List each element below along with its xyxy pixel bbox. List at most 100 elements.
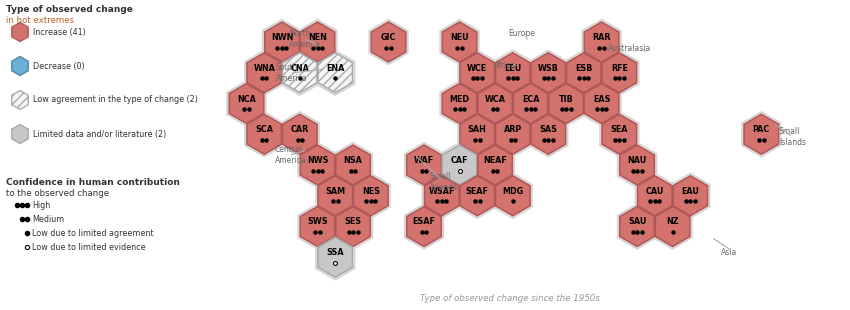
Polygon shape (442, 83, 477, 123)
Polygon shape (298, 19, 337, 65)
Polygon shape (406, 206, 441, 246)
Polygon shape (530, 113, 567, 156)
Polygon shape (460, 53, 495, 93)
Polygon shape (228, 82, 265, 125)
Polygon shape (619, 205, 655, 248)
Polygon shape (317, 51, 354, 94)
Polygon shape (335, 144, 371, 186)
Polygon shape (281, 113, 318, 156)
Text: Australasia: Australasia (608, 44, 651, 53)
Polygon shape (654, 205, 691, 248)
Text: SAS: SAS (539, 125, 558, 134)
Polygon shape (495, 113, 531, 156)
Polygon shape (262, 19, 303, 65)
Polygon shape (617, 203, 657, 250)
Polygon shape (230, 83, 264, 123)
Polygon shape (743, 113, 779, 156)
Text: EAU: EAU (682, 187, 700, 196)
Polygon shape (318, 237, 353, 277)
Text: NEU: NEU (450, 33, 469, 42)
Text: CAF: CAF (450, 156, 468, 165)
Polygon shape (477, 144, 513, 186)
Text: WSAF: WSAF (428, 187, 455, 196)
Text: NWS: NWS (307, 156, 328, 165)
Text: EAS: EAS (592, 95, 610, 104)
Polygon shape (617, 142, 657, 188)
Polygon shape (549, 83, 583, 123)
Polygon shape (531, 114, 565, 154)
Text: Low due to limited agreement: Low due to limited agreement (32, 228, 154, 237)
Polygon shape (478, 83, 513, 123)
Polygon shape (637, 175, 673, 217)
Polygon shape (581, 19, 621, 65)
Text: Asia: Asia (721, 248, 737, 257)
Text: Decrease (0): Decrease (0) (33, 61, 85, 70)
Text: NES: NES (362, 187, 380, 196)
Polygon shape (460, 114, 495, 154)
Polygon shape (298, 203, 337, 250)
Polygon shape (601, 51, 638, 94)
Text: to the observed change: to the observed change (6, 189, 109, 198)
Polygon shape (441, 82, 478, 125)
Text: NAU: NAU (627, 156, 647, 165)
Polygon shape (493, 172, 533, 219)
Polygon shape (581, 80, 621, 127)
Polygon shape (424, 176, 459, 216)
Polygon shape (318, 53, 353, 93)
Polygon shape (531, 53, 565, 93)
Polygon shape (478, 145, 513, 185)
Polygon shape (333, 142, 373, 188)
Polygon shape (653, 203, 693, 250)
Polygon shape (405, 205, 443, 248)
Polygon shape (335, 205, 371, 248)
Polygon shape (475, 80, 515, 127)
Polygon shape (246, 113, 283, 156)
Text: SAM: SAM (326, 187, 345, 196)
Polygon shape (404, 142, 445, 188)
Polygon shape (512, 82, 549, 125)
Polygon shape (495, 175, 531, 217)
Polygon shape (583, 21, 620, 63)
Polygon shape (439, 19, 479, 65)
Text: SSA: SSA (326, 248, 344, 257)
Text: Small
Islands: Small Islands (779, 127, 806, 147)
Text: RAR: RAR (592, 33, 611, 42)
Text: Type of observed change: Type of observed change (6, 5, 133, 14)
Polygon shape (460, 176, 495, 216)
Text: Low agreement in the type of change (2): Low agreement in the type of change (2) (33, 95, 198, 104)
Polygon shape (12, 91, 28, 109)
Polygon shape (280, 111, 320, 157)
Polygon shape (299, 21, 336, 63)
Text: NSA: NSA (343, 156, 362, 165)
Polygon shape (672, 175, 709, 217)
Polygon shape (300, 145, 335, 185)
Polygon shape (635, 172, 675, 219)
Text: ENA: ENA (326, 64, 344, 73)
Polygon shape (352, 175, 389, 217)
Polygon shape (333, 203, 373, 250)
Polygon shape (546, 80, 586, 127)
Text: Confidence in human contribution: Confidence in human contribution (6, 178, 180, 187)
Polygon shape (281, 51, 318, 94)
Polygon shape (336, 145, 371, 185)
Polygon shape (282, 114, 317, 154)
Polygon shape (439, 80, 479, 127)
Text: in hot extremes: in hot extremes (6, 16, 74, 25)
Polygon shape (441, 21, 478, 63)
Polygon shape (318, 176, 353, 216)
Text: SES: SES (344, 218, 361, 227)
Text: CAU: CAU (646, 187, 664, 196)
Polygon shape (510, 80, 551, 127)
Text: WNA: WNA (253, 64, 275, 73)
Text: CAR: CAR (291, 125, 309, 134)
Text: Central
America: Central America (275, 145, 307, 165)
Text: High: High (32, 201, 50, 210)
Polygon shape (300, 22, 335, 62)
Polygon shape (457, 50, 497, 96)
Polygon shape (477, 82, 513, 125)
Polygon shape (744, 114, 779, 154)
Polygon shape (620, 145, 654, 185)
Text: ARP: ARP (504, 125, 522, 134)
Text: TIB: TIB (558, 95, 574, 104)
Text: WAF: WAF (414, 156, 434, 165)
